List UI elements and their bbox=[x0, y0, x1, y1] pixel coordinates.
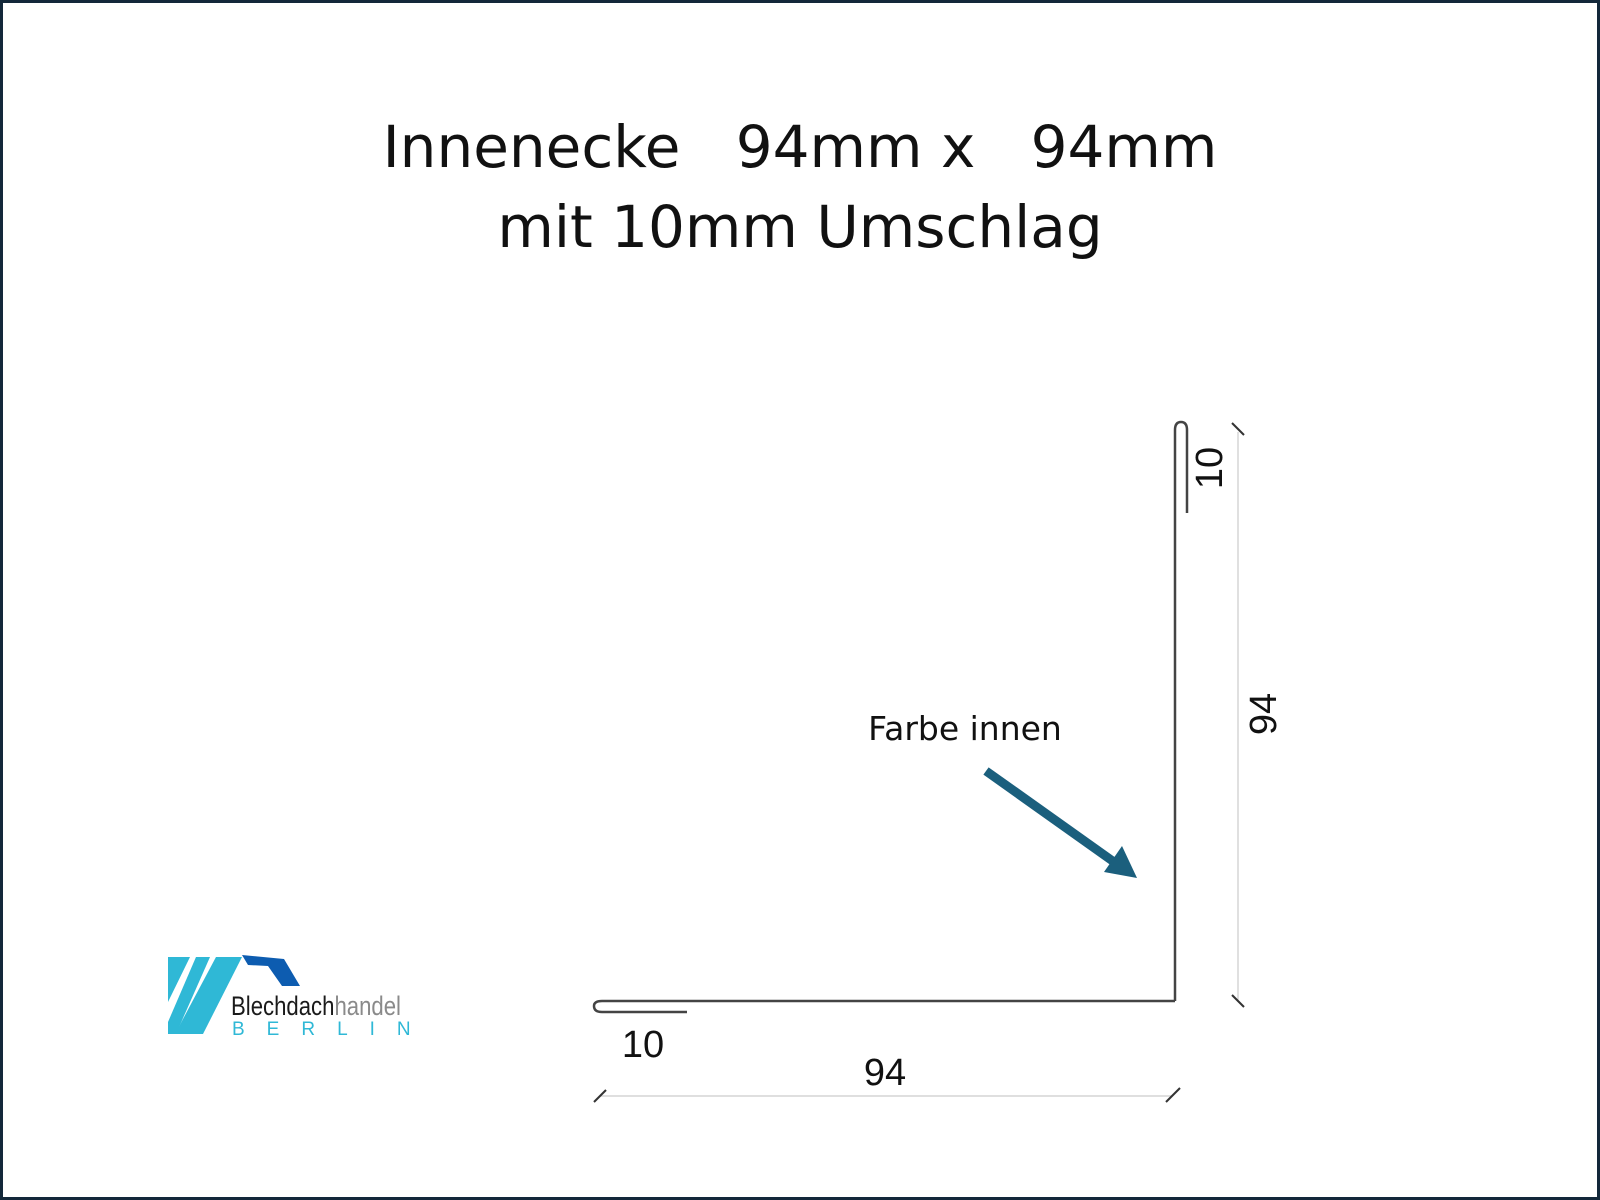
logo-city: BERLIN bbox=[232, 1019, 433, 1040]
title-line-2: mit 10mm Umschlag bbox=[497, 193, 1103, 261]
dim-horizontal-leg: 94 bbox=[864, 1052, 906, 1094]
title-line-1: Innenecke 94mm x 94mm bbox=[382, 113, 1218, 181]
dimension-lines bbox=[600, 432, 1239, 1097]
logo-wordmark: Blechdachhandel bbox=[231, 991, 401, 1021]
dim-top-hem: 10 bbox=[1189, 447, 1231, 489]
profile-outline bbox=[592, 420, 1189, 1014]
dimension-ticks bbox=[593, 422, 1245, 1103]
logo: Blechdachhandel BERLIN bbox=[168, 955, 433, 1040]
annotation-text: Farbe innen bbox=[868, 709, 1062, 748]
dim-vertical-leg: 94 bbox=[1243, 693, 1285, 735]
dim-bottom-hem: 10 bbox=[622, 1024, 664, 1066]
arrow-icon bbox=[983, 767, 1137, 878]
